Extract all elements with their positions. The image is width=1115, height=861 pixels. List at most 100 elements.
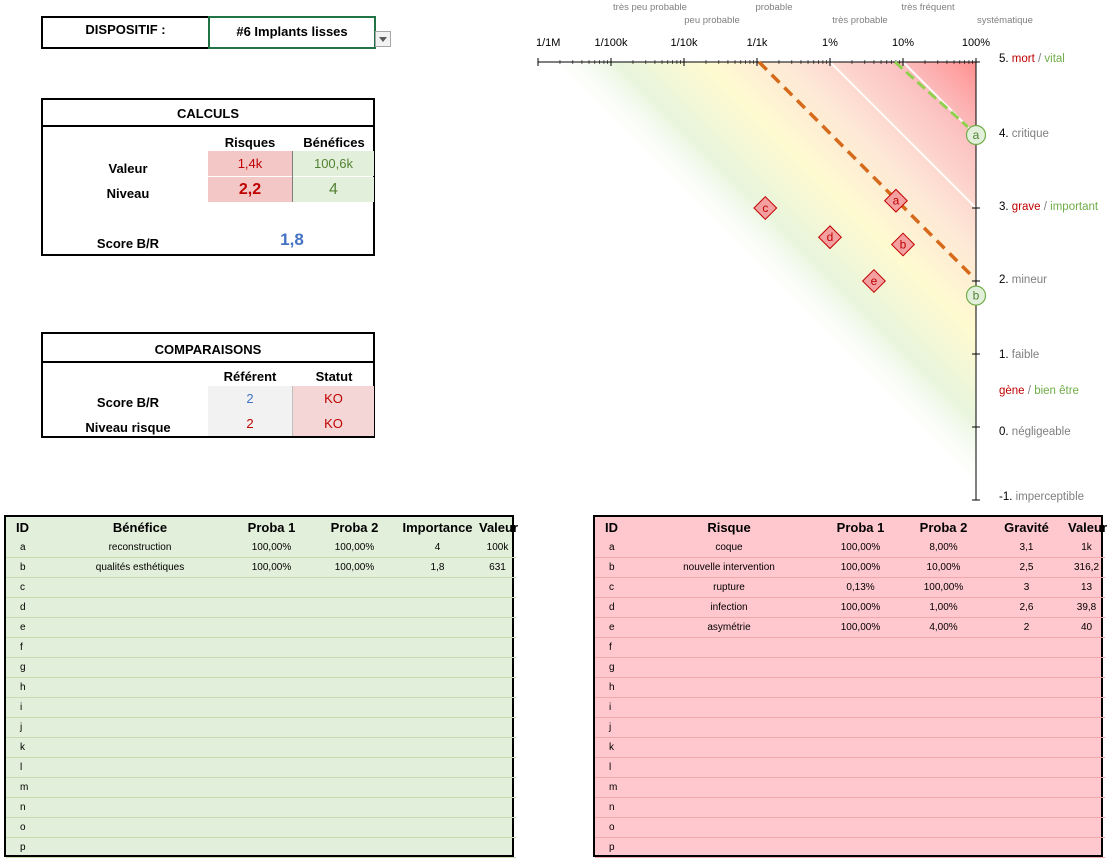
table-cell[interactable]: k — [595, 737, 639, 758]
table-cell[interactable]: 100,00% — [819, 538, 902, 558]
table-cell[interactable] — [396, 717, 479, 738]
table-cell[interactable] — [902, 697, 985, 718]
table-cell[interactable]: 100,00% — [819, 557, 902, 578]
table-cell[interactable]: 8,00% — [902, 538, 985, 558]
table-cell[interactable] — [1068, 777, 1105, 798]
table-cell[interactable] — [985, 697, 1068, 718]
table-cell[interactable]: 100,00% — [819, 597, 902, 618]
table-cell[interactable] — [313, 597, 396, 618]
table-cell[interactable] — [819, 737, 902, 758]
table-cell[interactable] — [230, 697, 313, 718]
table-cell[interactable]: g — [595, 657, 639, 678]
table-cell[interactable] — [230, 837, 313, 858]
table-cell[interactable]: 100,00% — [230, 538, 313, 558]
table-cell[interactable]: m — [595, 777, 639, 798]
table-cell[interactable] — [396, 777, 479, 798]
table-cell[interactable]: o — [595, 817, 639, 838]
table-cell[interactable] — [819, 677, 902, 698]
table-cell[interactable] — [819, 637, 902, 658]
table-cell[interactable] — [479, 717, 516, 738]
table-cell[interactable]: coque — [639, 538, 819, 558]
table-cell[interactable]: 100,00% — [902, 577, 985, 598]
table-cell[interactable] — [639, 837, 819, 858]
table-cell[interactable] — [313, 617, 396, 638]
table-cell[interactable] — [396, 677, 479, 698]
table-cell[interactable] — [985, 797, 1068, 818]
table-cell[interactable]: c — [595, 577, 639, 598]
table-cell[interactable] — [479, 757, 516, 778]
table-cell[interactable] — [819, 717, 902, 738]
table-cell[interactable] — [479, 637, 516, 658]
table-cell[interactable] — [313, 757, 396, 778]
table-cell[interactable] — [902, 817, 985, 838]
table-cell[interactable] — [985, 777, 1068, 798]
table-cell[interactable] — [230, 797, 313, 818]
table-cell[interactable] — [639, 657, 819, 678]
table-cell[interactable] — [50, 617, 230, 638]
table-cell[interactable] — [313, 817, 396, 838]
table-cell[interactable] — [396, 697, 479, 718]
table-cell[interactable]: h — [595, 677, 639, 698]
table-cell[interactable] — [1068, 677, 1105, 698]
table-cell[interactable] — [479, 657, 516, 678]
table-cell[interactable] — [1068, 737, 1105, 758]
table-cell[interactable] — [396, 757, 479, 778]
table-cell[interactable]: reconstruction — [50, 538, 230, 558]
table-cell[interactable] — [479, 577, 516, 598]
table-cell[interactable]: d — [595, 597, 639, 618]
table-cell[interactable]: 10,00% — [902, 557, 985, 578]
table-cell[interactable] — [639, 777, 819, 798]
table-cell[interactable]: k — [6, 737, 50, 758]
table-cell[interactable] — [639, 757, 819, 778]
table-cell[interactable] — [50, 737, 230, 758]
table-cell[interactable] — [1068, 697, 1105, 718]
device-select[interactable]: #6 Implants lisses — [208, 16, 376, 49]
table-cell[interactable]: i — [6, 697, 50, 718]
table-cell[interactable]: j — [6, 717, 50, 738]
table-cell[interactable] — [902, 837, 985, 858]
table-cell[interactable]: m — [6, 777, 50, 798]
table-cell[interactable] — [985, 717, 1068, 738]
table-cell[interactable] — [313, 737, 396, 758]
table-cell[interactable]: 631 — [479, 557, 516, 578]
table-cell[interactable] — [50, 697, 230, 718]
table-cell[interactable]: o — [6, 817, 50, 838]
table-cell[interactable]: b — [6, 557, 50, 578]
table-cell[interactable] — [479, 797, 516, 818]
table-cell[interactable] — [1068, 637, 1105, 658]
table-cell[interactable]: 1,00% — [902, 597, 985, 618]
table-cell[interactable] — [819, 837, 902, 858]
table-cell[interactable] — [230, 637, 313, 658]
table-cell[interactable] — [819, 817, 902, 838]
table-cell[interactable] — [396, 817, 479, 838]
table-cell[interactable]: 3,1 — [985, 538, 1068, 558]
table-cell[interactable]: 40 — [1068, 617, 1105, 638]
table-cell[interactable] — [902, 757, 985, 778]
table-cell[interactable] — [819, 777, 902, 798]
table-cell[interactable] — [396, 597, 479, 618]
table-cell[interactable] — [985, 737, 1068, 758]
table-cell[interactable] — [819, 657, 902, 678]
table-cell[interactable]: p — [6, 837, 50, 858]
table-cell[interactable]: 100,00% — [819, 617, 902, 638]
table-cell[interactable] — [479, 697, 516, 718]
table-cell[interactable]: 100,00% — [230, 557, 313, 578]
table-cell[interactable] — [396, 737, 479, 758]
table-cell[interactable] — [230, 757, 313, 778]
table-cell[interactable]: d — [6, 597, 50, 618]
table-cell[interactable]: 100,00% — [313, 538, 396, 558]
table-cell[interactable] — [230, 577, 313, 598]
table-cell[interactable] — [313, 657, 396, 678]
table-cell[interactable]: j — [595, 717, 639, 738]
table-cell[interactable] — [396, 637, 479, 658]
table-cell[interactable]: 0,13% — [819, 577, 902, 598]
table-cell[interactable] — [1068, 837, 1105, 858]
table-cell[interactable] — [902, 677, 985, 698]
table-cell[interactable] — [985, 677, 1068, 698]
table-cell[interactable] — [639, 717, 819, 738]
table-cell[interactable]: f — [6, 637, 50, 658]
table-cell[interactable] — [313, 577, 396, 598]
table-cell[interactable] — [230, 617, 313, 638]
table-cell[interactable] — [396, 617, 479, 638]
table-cell[interactable]: 39,8 — [1068, 597, 1105, 618]
